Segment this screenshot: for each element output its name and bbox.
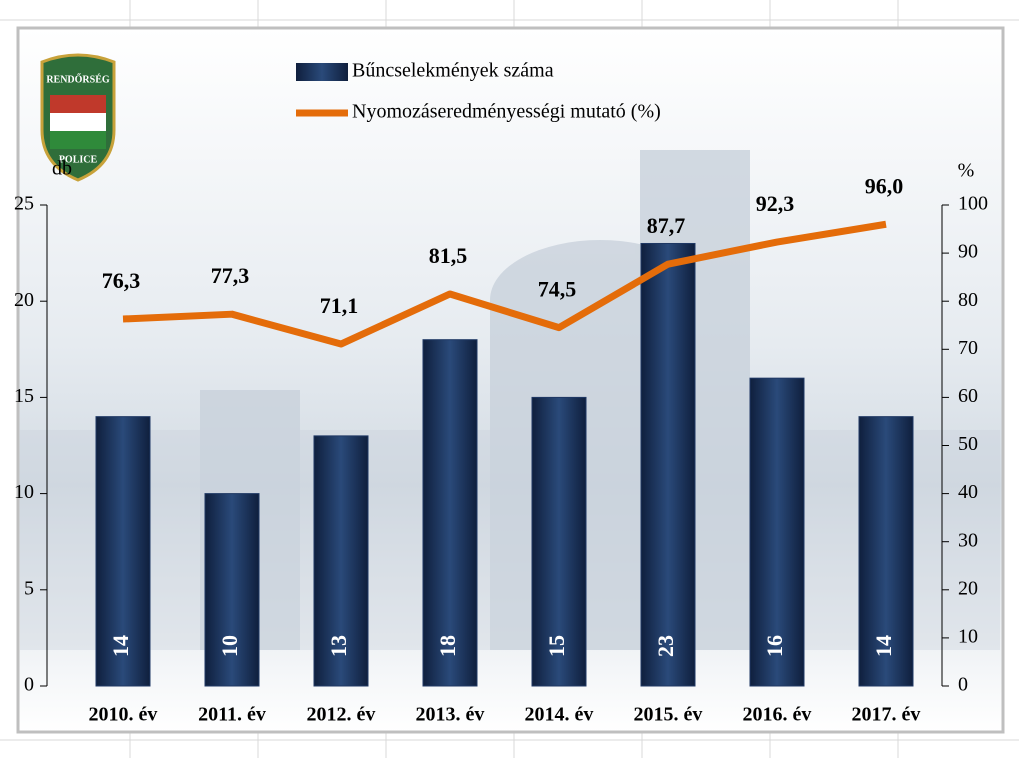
bar — [95, 416, 151, 687]
line-label: 77,3 — [211, 263, 250, 288]
y-tick-label: 25 — [14, 193, 34, 215]
y2-tick-label: 100 — [958, 193, 988, 215]
police-logo: RENDŐRSÉG POLICE — [40, 53, 116, 182]
line-label: 71,1 — [320, 293, 359, 318]
y2-tick-label: 50 — [958, 433, 978, 455]
line-label: 81,5 — [429, 243, 468, 268]
svg-text:POLICE: POLICE — [59, 154, 98, 165]
y-tick-label: 15 — [14, 385, 34, 407]
bar-label: 15 — [544, 635, 569, 657]
line-label: 87,7 — [647, 213, 686, 238]
x-tick-label: 2017. év — [852, 704, 921, 726]
y-tick-label: 5 — [24, 577, 34, 599]
x-tick-label: 2010. év — [89, 704, 158, 726]
y-axis-label: db — [52, 158, 72, 180]
x-tick-label: 2016. év — [743, 704, 812, 726]
y2-tick-label: 70 — [958, 337, 978, 359]
x-tick-label: 2014. év — [525, 704, 594, 726]
y2-tick-label: 30 — [958, 529, 978, 551]
line — [122, 220, 887, 348]
bar — [313, 435, 369, 687]
bar-label: 14 — [871, 635, 896, 657]
line-label: 76,3 — [102, 268, 141, 293]
x-tick-label: 2013. év — [416, 704, 485, 726]
svg-text:RENDŐRSÉG: RENDŐRSÉG — [46, 73, 110, 85]
bar — [422, 339, 478, 687]
y2-tick-label: 90 — [958, 241, 978, 263]
y-tick-label: 10 — [14, 481, 34, 503]
y2-axis-label: % — [958, 160, 975, 182]
y-tick-label: 0 — [24, 674, 34, 696]
legend-swatch — [296, 63, 348, 81]
y2-tick-label: 0 — [958, 674, 968, 696]
bar-label: 16 — [762, 635, 787, 657]
bar — [749, 377, 805, 687]
bar — [531, 396, 587, 687]
bar — [204, 493, 260, 687]
bar — [640, 242, 696, 687]
line-label: 96,0 — [865, 173, 904, 198]
y2-tick-label: 10 — [958, 625, 978, 647]
x-tick-label: 2012. év — [307, 704, 376, 726]
bar-label: 14 — [108, 635, 133, 657]
x-tick-label: 2015. év — [634, 704, 703, 726]
line-label: 92,3 — [756, 191, 795, 216]
bar-label: 18 — [435, 635, 460, 657]
y2-tick-label: 80 — [958, 289, 978, 311]
y2-tick-label: 60 — [958, 385, 978, 407]
y2-tick-label: 20 — [958, 577, 978, 599]
bar — [858, 416, 914, 687]
line-label: 74,5 — [538, 277, 577, 302]
x-tick-label: 2011. év — [198, 704, 266, 726]
bar-label: 10 — [217, 635, 242, 657]
bar-label: 23 — [653, 635, 678, 657]
legend-label: Nyomozáseredményességi mutató (%) — [352, 101, 661, 123]
y-tick-label: 20 — [14, 289, 34, 311]
bar-label: 13 — [326, 635, 351, 657]
legend-label: Bűncselekmények száma — [352, 60, 554, 82]
y2-tick-label: 40 — [958, 481, 978, 503]
